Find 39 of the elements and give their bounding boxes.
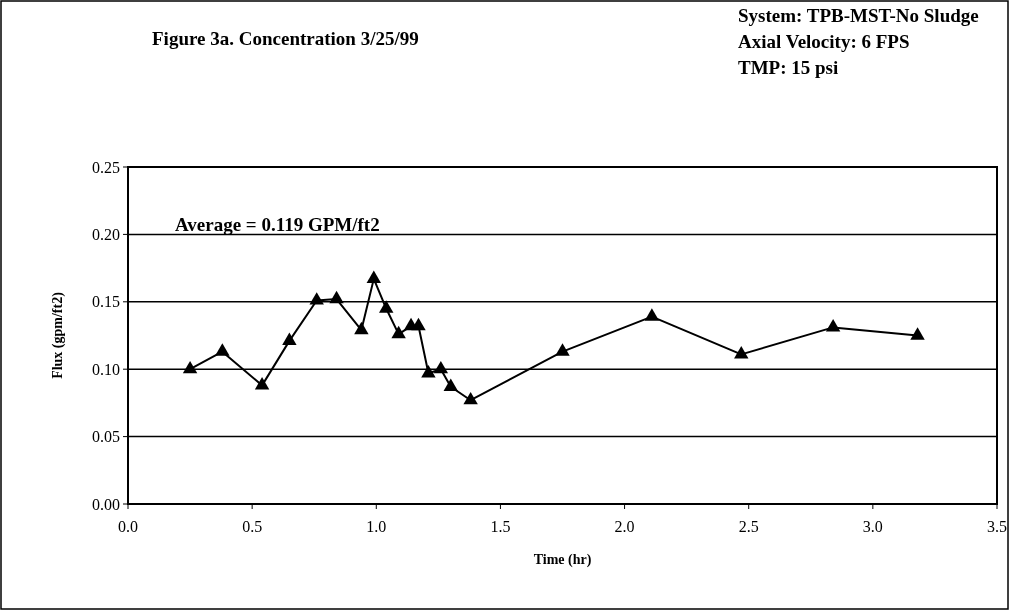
x-tick-label: 0.0	[118, 518, 138, 535]
point	[825, 319, 841, 332]
point	[354, 321, 369, 335]
point	[910, 327, 925, 340]
point	[182, 360, 198, 374]
chart-title: Figure 3a. Concentration 3/25/99	[152, 28, 419, 49]
point	[443, 378, 458, 391]
point	[366, 270, 382, 284]
x-tick-label: 3.5	[987, 518, 1007, 535]
point	[734, 346, 749, 359]
point	[391, 325, 406, 339]
point	[282, 332, 297, 346]
point	[463, 391, 478, 405]
point	[254, 377, 270, 390]
y-tick-label: 0.25	[92, 158, 120, 176]
point	[309, 292, 324, 305]
point	[421, 364, 436, 378]
x-tick-label: 1.0	[366, 518, 387, 535]
point	[379, 300, 394, 313]
point	[329, 290, 344, 304]
y-tick-label: 0.15	[92, 293, 120, 311]
x-tick-label: 3.0	[862, 518, 883, 535]
point	[555, 343, 570, 356]
y-tick-label: 0.00	[92, 495, 120, 513]
point	[433, 360, 449, 374]
point	[215, 343, 230, 356]
chart-subtitle: System: TPB-MST-No Sludge Axial Velocity: 6 FPS TMP: 15 psi	[738, 5, 979, 78]
x-tick-label: 2.0	[614, 518, 635, 535]
x-axis-title: Time (hr)	[533, 552, 592, 568]
x-tick-label: 1.5	[490, 518, 511, 535]
y-axis-title: Flux (gpm/ft2)	[50, 291, 66, 379]
x-tick-label: 2.5	[738, 518, 759, 535]
y-tick-label: 0.05	[92, 428, 120, 446]
point	[411, 317, 426, 331]
annotation: Average = 0.119 GPM/ft2	[175, 214, 380, 235]
y-tick-label: 0.20	[92, 226, 120, 243]
x-tick-label: 0.5	[242, 518, 263, 535]
point	[644, 308, 660, 321]
y-tick-label: 0.10	[92, 360, 120, 378]
